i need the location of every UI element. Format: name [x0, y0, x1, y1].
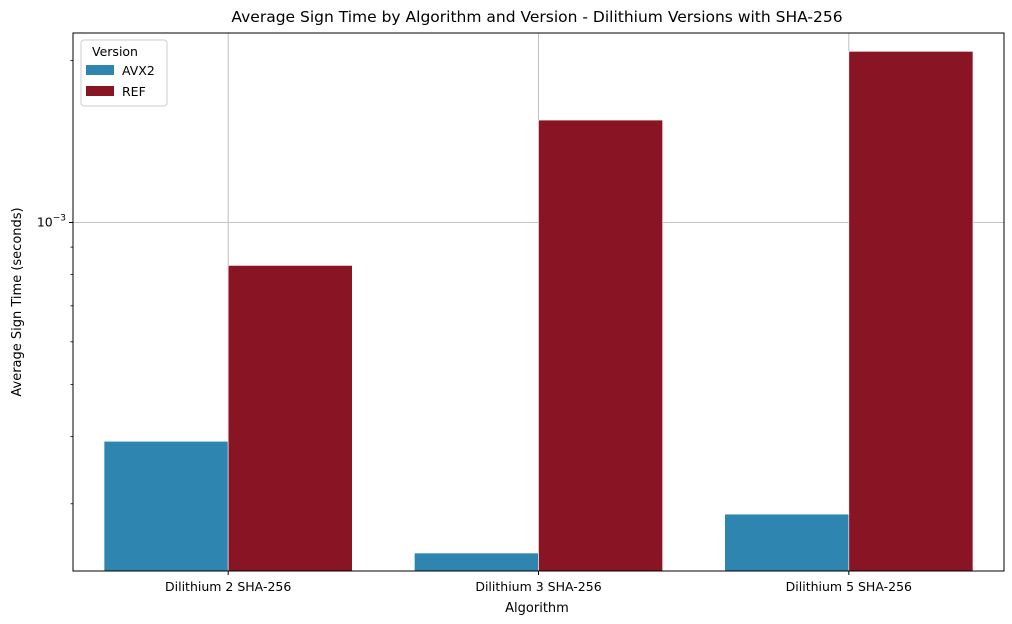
bar-avx2-2 — [414, 552, 539, 572]
legend: Version AVX2 REF — [80, 39, 168, 107]
y-tick-label: 10−3 — [37, 213, 66, 229]
x-tick-label: Dilithium 2 SHA-256 — [165, 579, 291, 594]
bar-ref-3 — [848, 51, 974, 572]
y-axis-label: Average Sign Time (seconds) — [10, 207, 25, 396]
bar-ref-2 — [538, 119, 663, 572]
x-tick-label: Dilithium 5 SHA-256 — [786, 579, 912, 594]
chart-title: Average Sign Time by Algorithm and Versi… — [231, 8, 842, 26]
x-tick-label: Dilithium 3 SHA-256 — [475, 579, 601, 594]
legend-label-ref: REF — [122, 84, 146, 99]
plot-area: Dilithium 2 SHA-256 Dilithium 3 SHA-256 Di… — [37, 32, 1005, 594]
x-axis-label: Algorithm — [505, 601, 569, 616]
bar-avx2-1 — [103, 440, 229, 572]
bar-avx2-3 — [724, 513, 850, 572]
bar-ref-1 — [227, 265, 353, 572]
legend-swatch-avx2 — [86, 65, 114, 75]
legend-label-avx2: AVX2 — [122, 63, 155, 78]
legend-swatch-ref — [86, 86, 114, 96]
legend-title: Version — [92, 44, 138, 59]
